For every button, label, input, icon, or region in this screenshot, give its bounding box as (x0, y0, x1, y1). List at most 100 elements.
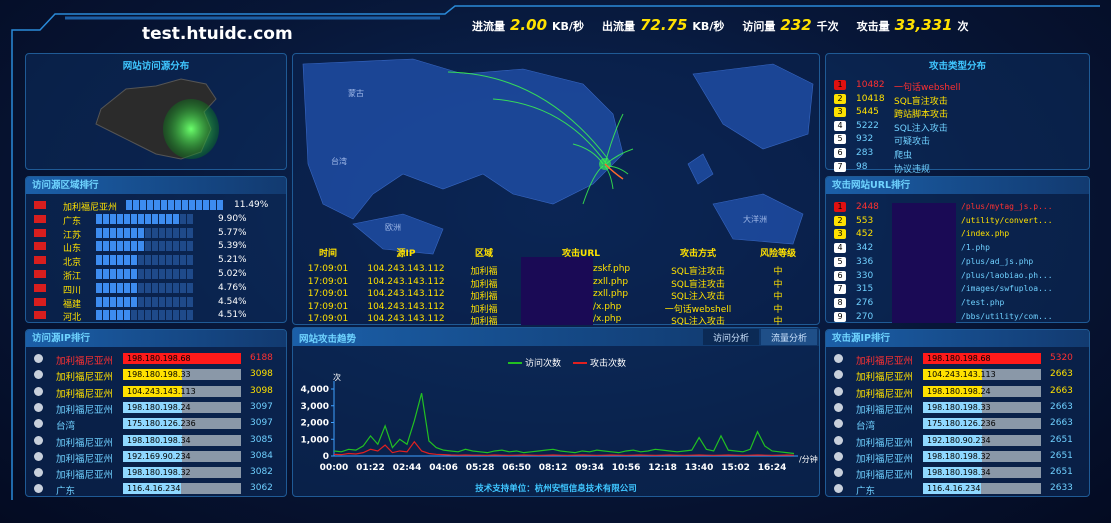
icon-head (160, 213, 164, 218)
icon-body (159, 286, 165, 293)
icons-filled (96, 227, 145, 241)
count: 2448 (856, 202, 879, 212)
table-cell: SQL注入攻击 (671, 292, 725, 302)
icon-body (131, 217, 137, 224)
person-icon (124, 255, 130, 266)
icon-head (181, 269, 185, 273)
region-name: 加利福尼亚州 (856, 404, 914, 416)
table-cell: 加利福 (470, 267, 498, 277)
mask (521, 257, 593, 325)
icon-head (127, 200, 131, 204)
icon-body (96, 314, 102, 321)
rank: 9 (834, 311, 846, 322)
table-cell: 17:09:01 (307, 289, 349, 299)
person-icon (145, 310, 151, 321)
icon-body (173, 217, 179, 224)
icons (96, 269, 194, 282)
person-icon (117, 296, 123, 307)
panel-title: 攻击网站URL排行 (826, 177, 1089, 194)
bar-bg (923, 450, 1041, 462)
person-icon (152, 310, 158, 321)
icon-body (166, 217, 172, 224)
count: 10482 (856, 80, 885, 90)
stat-label: 访问量 (742, 20, 776, 33)
icon-head (118, 296, 122, 301)
person-icon (117, 213, 123, 224)
rank: 1 (834, 202, 846, 212)
person-icon (159, 310, 165, 321)
line (333, 393, 795, 455)
icon-head (132, 241, 136, 246)
icon-body (110, 314, 116, 321)
person-icon (180, 310, 186, 321)
panel: 访问源IP排行 加利福尼亚州 198.180.198.68 6188 加利福尼亚州 198… (25, 329, 287, 497)
icon-body (145, 259, 151, 266)
stat-unit: 次 (957, 20, 969, 33)
rank: 5 (834, 134, 846, 145)
person-icon (217, 200, 223, 210)
icon-body (152, 273, 158, 279)
icon-body (187, 245, 193, 252)
icons-filled (96, 255, 138, 268)
person-icon (166, 269, 172, 279)
person-icon (124, 296, 130, 307)
icon-body (110, 231, 116, 238)
person-icon (110, 310, 116, 321)
icon-head (169, 200, 173, 204)
flag (34, 214, 46, 223)
bar (923, 353, 1041, 364)
icon-body (175, 204, 181, 210)
x-tick-label: 06:50 (502, 463, 531, 473)
icon-head (125, 282, 129, 287)
icon-body (138, 286, 144, 293)
region-name: 加利福尼亚州 (56, 388, 114, 400)
icon-head (153, 269, 157, 273)
person-icon (159, 269, 165, 279)
rank: 6 (834, 270, 846, 281)
icon-head (160, 282, 164, 287)
person-icon (159, 282, 165, 293)
icon-body (117, 300, 123, 307)
bar (923, 401, 983, 413)
region-name: 广东 (56, 486, 76, 498)
person-icon (196, 200, 202, 210)
icon-head (132, 227, 136, 232)
globe-icon (834, 468, 843, 478)
icon-head (125, 255, 129, 260)
count: 2663 (1050, 418, 1073, 429)
icon-head (125, 227, 129, 232)
icons-filled (96, 282, 138, 296)
count: 276 (856, 297, 874, 308)
ip: 192.180.90.234 (927, 435, 991, 445)
person-icon (138, 282, 144, 293)
ip: 198.180.198.68 (127, 354, 191, 363)
table-cell: 104.243.143.112 (367, 314, 445, 324)
region-name: 河北 (63, 313, 82, 324)
legend-label: 访问次数 (525, 357, 561, 369)
icon-body (131, 286, 137, 293)
count: 5320 (1050, 353, 1073, 363)
site-name: test.htuidc.com (142, 24, 293, 44)
region-name: 加利福尼亚州 (56, 453, 114, 465)
icon-body (159, 231, 165, 238)
ip: 198.180.198.68 (927, 354, 991, 363)
icon-head (167, 213, 171, 218)
icon-body (131, 259, 137, 266)
table-header: 时间 (318, 249, 338, 259)
person-icon (103, 296, 109, 307)
table-cell: 17:09:01 (307, 264, 349, 274)
bar-bg (123, 450, 241, 462)
icon-head (153, 255, 157, 260)
flag (34, 201, 46, 209)
url: /test.php (961, 297, 1005, 307)
person-icon (103, 227, 109, 238)
icon-head (146, 269, 150, 273)
url: /plus/laobiao.ph... (961, 270, 1053, 280)
region-name: 加利福尼亚州 (856, 388, 914, 400)
icons (96, 227, 194, 241)
person-icon (138, 296, 144, 307)
icon-body (124, 217, 130, 224)
person-icon (152, 269, 158, 279)
bar (923, 434, 982, 446)
bar (123, 418, 183, 430)
